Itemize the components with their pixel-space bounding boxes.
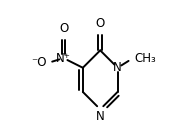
Text: O: O [59, 22, 68, 35]
Text: N: N [113, 61, 122, 74]
Text: N: N [96, 110, 105, 123]
Text: CH₃: CH₃ [134, 52, 156, 65]
Text: N⁺: N⁺ [56, 52, 71, 65]
Text: O: O [96, 17, 105, 30]
Text: ⁻O: ⁻O [32, 56, 47, 69]
